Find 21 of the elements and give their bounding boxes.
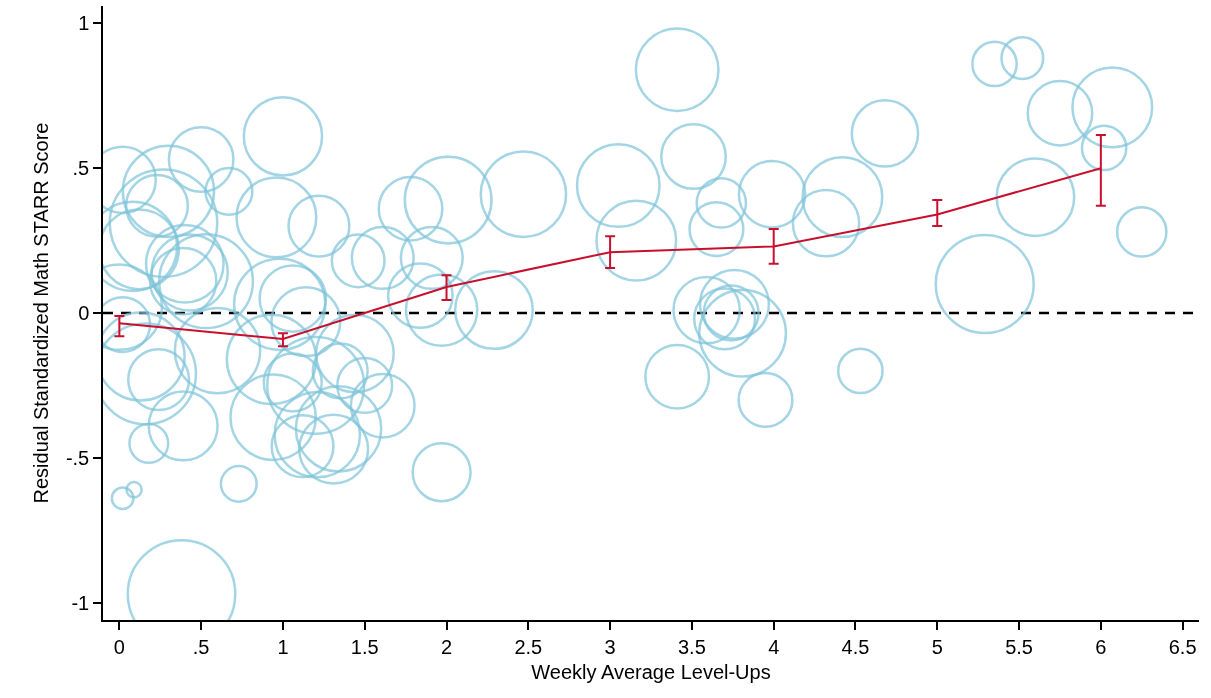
x-tick-label: 5.5 xyxy=(1005,635,1033,658)
y-tick-label: 1 xyxy=(78,12,90,35)
x-tick-label: 1.5 xyxy=(350,635,379,658)
x-tick-label: 2 xyxy=(440,635,453,658)
x-tick-label: 6 xyxy=(1095,635,1107,658)
y-tick-label: 0 xyxy=(78,302,90,324)
x-axis-title: Weekly Average Level-Ups xyxy=(531,660,771,683)
x-tick-label: 5 xyxy=(931,635,943,658)
x-tick-label: 1 xyxy=(277,635,289,658)
x-tick-label: 2.5 xyxy=(514,635,543,658)
y-tick-label: -1 xyxy=(71,591,90,614)
x-tick-label: 6.5 xyxy=(1168,635,1197,658)
y-axis-title: Residual Standardized Math STARR Score xyxy=(29,122,52,504)
x-tick-label: 0 xyxy=(113,635,125,658)
y-tick-label: .5 xyxy=(72,157,90,180)
x-tick-label: 4 xyxy=(768,635,780,658)
y-tick-label: -.5 xyxy=(65,446,90,469)
x-tick-label: 4.5 xyxy=(841,635,870,658)
x-tick-label: 3.5 xyxy=(677,635,706,658)
x-tick-label: .5 xyxy=(192,635,210,658)
x-tick-label: 3 xyxy=(604,635,616,658)
